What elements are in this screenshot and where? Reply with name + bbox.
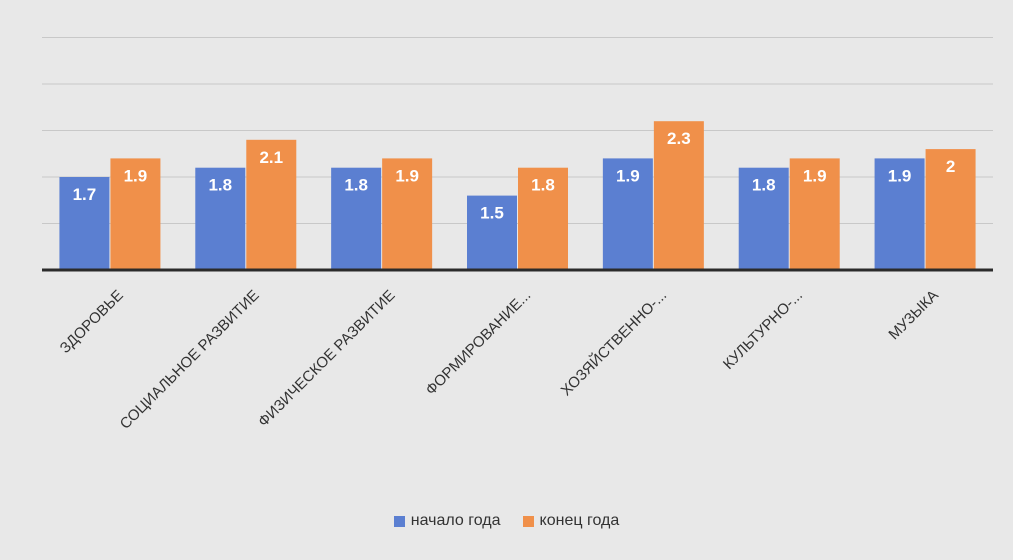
bar-start-4 [467, 195, 517, 270]
data-label-end-3: 1.9 [395, 166, 419, 185]
bar-start-5 [602, 158, 653, 270]
bar-end-5 [653, 121, 704, 270]
category-label-4: ФОРМИРОВАНИЕ... [422, 287, 534, 399]
data-label-start-5: 1.9 [616, 166, 640, 185]
legend-label-end: конец года [539, 512, 620, 529]
bar-end-3 [382, 158, 433, 270]
bar-start-3 [331, 167, 382, 270]
legend-item-start: начало года [393, 512, 501, 530]
data-label-end-2: 2.1 [259, 148, 283, 167]
category-label-6: КУЛЬТУРНО-... [720, 287, 806, 373]
bar-end-1 [110, 158, 161, 270]
bar-start-2 [195, 167, 246, 270]
category-label-1: ЗДОРОВЬЕ [57, 287, 127, 357]
category-label-3: ФИЗИЧЕСКОЕ РАЗВИТИЕ [255, 287, 398, 430]
bar-start-1 [59, 177, 110, 270]
category-label-5: ХОЗЯЙСТВЕННО-... [557, 286, 670, 399]
bar-end-6 [789, 158, 840, 270]
legend-swatch-start [393, 515, 405, 527]
bar-chart: 1.7 1.9 1.8 2.1 1.8 1.9 1.5 1.8 1.9 2.3 1.8 1.9 1.9 2… [42, 37, 993, 433]
data-label-start-1: 1.7 [73, 185, 97, 204]
bar-end-2 [246, 139, 297, 270]
data-label-end-6: 1.9 [803, 166, 827, 185]
data-label-end-7: 2 [946, 157, 955, 176]
legend-swatch-end [522, 515, 534, 527]
data-label-start-2: 1.8 [208, 176, 232, 195]
gridlines [42, 37, 993, 224]
data-label-start-6: 1.8 [752, 176, 776, 195]
category-label-7: МУЗЫКА [885, 287, 941, 343]
data-label-end-4: 1.8 [531, 176, 555, 195]
category-label-2: СОЦИАЛЬНОЕ РАЗВИТИЕ [117, 287, 263, 433]
bar-end-7 [925, 149, 976, 270]
data-label-start-4: 1.5 [480, 204, 504, 223]
data-label-start-7: 1.9 [888, 166, 912, 185]
legend-item-end: конец года [522, 512, 620, 530]
data-label-start-3: 1.8 [344, 176, 368, 195]
value-labels: 1.7 1.9 1.8 2.1 1.8 1.9 1.5 1.8 1.9 2.3 1.8 1.9 1.9 2 [73, 129, 956, 222]
bars [59, 121, 976, 270]
data-label-end-1: 1.9 [124, 166, 148, 185]
bar-end-4 [518, 167, 568, 270]
legend-label-start: начало года [410, 512, 501, 529]
data-label-end-5: 2.3 [667, 129, 691, 148]
legend: начало года конец года [0, 512, 1013, 530]
bar-start-7 [874, 158, 925, 270]
bar-start-6 [738, 167, 789, 270]
